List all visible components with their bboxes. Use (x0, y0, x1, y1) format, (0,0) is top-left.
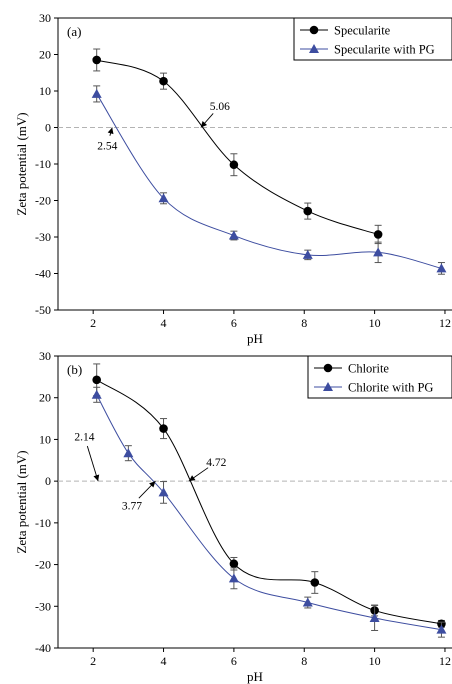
series-with-pg (91, 386, 447, 638)
annotation-label: 3.77 (122, 500, 142, 512)
x-tick-label: 8 (301, 654, 307, 668)
annotation-arrow-head (93, 474, 100, 482)
series-curve (96, 379, 442, 625)
y-tick-label: 20 (39, 391, 51, 405)
annotation-label: 2.54 (97, 140, 117, 152)
data-point (373, 247, 384, 257)
y-tick-label: 20 (39, 48, 51, 62)
x-tick-label: 8 (301, 316, 307, 330)
legend-marker (323, 382, 333, 391)
x-tick-label: 2 (90, 316, 96, 330)
y-tick-label: 30 (39, 11, 51, 25)
data-point (229, 559, 239, 569)
legend-entry-label: Specularite with PG (334, 43, 435, 57)
panel-a-specularite: -50 -40 -30 -20 -10 0 10 20 30 2 4 6 8 10 12 pH Zeta pot… (14, 11, 452, 346)
series-curve (96, 59, 379, 235)
panel-label: (b) (67, 362, 82, 377)
data-point (92, 55, 101, 65)
data-point (228, 230, 239, 240)
data-point (159, 76, 168, 86)
y-tick-label: -50 (35, 303, 51, 317)
y-tick-label: -20 (35, 194, 51, 208)
y-tick-label: -30 (35, 599, 51, 613)
data-point (436, 263, 447, 273)
data-point (303, 206, 313, 216)
annotation-2-54: 2.54 (97, 127, 118, 152)
data-point (302, 249, 313, 259)
annotation-5-06: 5.06 (200, 101, 230, 128)
data-point (369, 612, 380, 622)
annotation-label: 2.14 (74, 432, 94, 444)
x-axis-label: pH (247, 669, 263, 684)
annotation-4-72: 4.72 (188, 457, 227, 482)
legend-marker (309, 44, 319, 53)
x-tick-label: 6 (231, 316, 237, 330)
annotation-arrow-head (107, 127, 114, 135)
series-plain (92, 48, 383, 245)
panel-b-chlorite: -40 -30 -20 -10 0 10 20 30 2 4 6 8 10 12 pH Zeta potent… (14, 349, 452, 684)
data-point (159, 424, 168, 433)
x-tick-label: 10 (369, 316, 381, 330)
series-plain (92, 363, 446, 629)
y-tick-label: 10 (39, 84, 51, 98)
panel-label: (a) (67, 24, 81, 39)
x-tick-label: 12 (439, 316, 451, 330)
y-axis-label: Zeta potential (mV) (14, 112, 29, 215)
annotation-arrow-line (86, 445, 99, 482)
x-tick-label: 10 (369, 654, 381, 668)
x-tick-label: 4 (161, 316, 167, 330)
annotation-label: 4.72 (206, 457, 226, 469)
data-point (91, 389, 102, 399)
annotation-2-14: 2.14 (74, 432, 100, 482)
x-tick-label: 4 (161, 654, 167, 668)
x-tick-label: 6 (231, 654, 237, 668)
data-point (310, 578, 320, 587)
data-point (91, 88, 102, 98)
y-tick-label: 0 (45, 121, 51, 135)
y-tick-label: 0 (45, 474, 51, 488)
series-curve (96, 93, 442, 269)
y-tick-label: -10 (35, 516, 51, 530)
data-point (436, 624, 447, 634)
data-point (92, 375, 101, 385)
annotation-label: 5.06 (210, 101, 230, 113)
data-point (123, 448, 134, 458)
x-tick-label: 12 (439, 654, 451, 668)
data-point (228, 573, 239, 583)
y-tick-label: 30 (39, 349, 51, 363)
legend-marker (323, 363, 333, 373)
annotation-arrow-head (149, 481, 156, 488)
x-tick-label: 2 (90, 654, 96, 668)
y-tick-label: -40 (35, 641, 51, 655)
series-with-pg (91, 85, 447, 275)
annotation-3-77: 3.77 (122, 480, 156, 512)
legend: Specularite Specularite with PG (293, 17, 452, 61)
series-curve (96, 394, 442, 631)
annotation-arrow-head (188, 475, 196, 482)
legend-entry-label: Specularite (334, 24, 391, 38)
legend-entry-label: Chlorite (348, 362, 389, 376)
legend: Chlorite Chlorite with PG (307, 355, 452, 399)
y-tick-label: -30 (35, 230, 51, 244)
data-point (229, 160, 239, 170)
legend-box (307, 355, 452, 399)
y-tick-label: -20 (35, 558, 51, 572)
annotation-arrow-head (200, 121, 208, 128)
y-axis-label: Zeta potential (mV) (14, 450, 29, 553)
y-tick-label: -10 (35, 157, 51, 171)
y-tick-label: 10 (39, 432, 51, 446)
x-axis-label: pH (247, 331, 263, 346)
legend-entry-label: Chlorite with PG (348, 381, 433, 395)
y-tick-label: -40 (35, 267, 51, 281)
legend-marker (309, 25, 319, 35)
data-point (373, 230, 383, 239)
legend-box (293, 17, 452, 61)
data-point (158, 487, 169, 497)
data-point (302, 597, 313, 607)
data-point (158, 193, 169, 203)
